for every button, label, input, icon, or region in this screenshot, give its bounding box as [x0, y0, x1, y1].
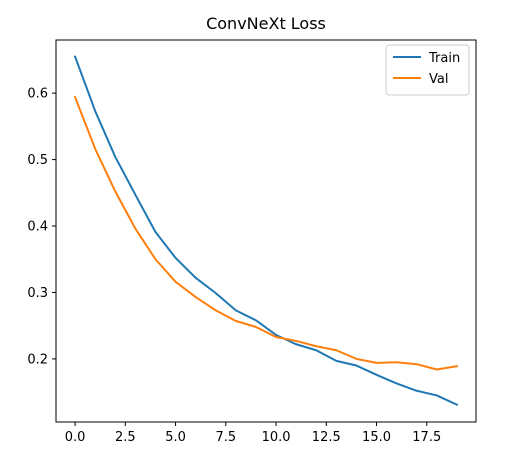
legend: Train Val — [385, 44, 470, 96]
y-tick-label: 0.4 — [27, 220, 48, 235]
x-tick-label: 12.5 — [312, 430, 341, 445]
legend-label-train: Train — [428, 51, 460, 66]
x-tick-label: 17.5 — [412, 430, 441, 445]
x-tick-label: 7.5 — [215, 430, 236, 445]
plot-marks: 0.0 2.5 5.0 7.5 10.0 12.5 15.0 17.5 0.2 0.3 0.4 0.5… — [27, 55, 459, 445]
x-tick-label: 2.5 — [115, 430, 136, 445]
series-line-val — [73, 95, 459, 371]
y-tick-label: 0.6 — [27, 87, 48, 102]
x-tick-label: 15.0 — [362, 430, 391, 445]
series-line-train — [73, 55, 459, 407]
x-tick-label: 10.0 — [262, 430, 291, 445]
axes-frame — [55, 39, 477, 423]
y-tick-label: 0.3 — [27, 286, 48, 301]
x-tick-label: 5.0 — [165, 430, 186, 445]
y-tick-label: 0.2 — [27, 352, 48, 367]
y-tick-label: 0.5 — [27, 153, 48, 168]
legend-label-val: Val — [429, 72, 448, 87]
x-tick-label: 0.0 — [65, 430, 86, 445]
chart-title: ConvNeXt Loss — [206, 14, 326, 33]
